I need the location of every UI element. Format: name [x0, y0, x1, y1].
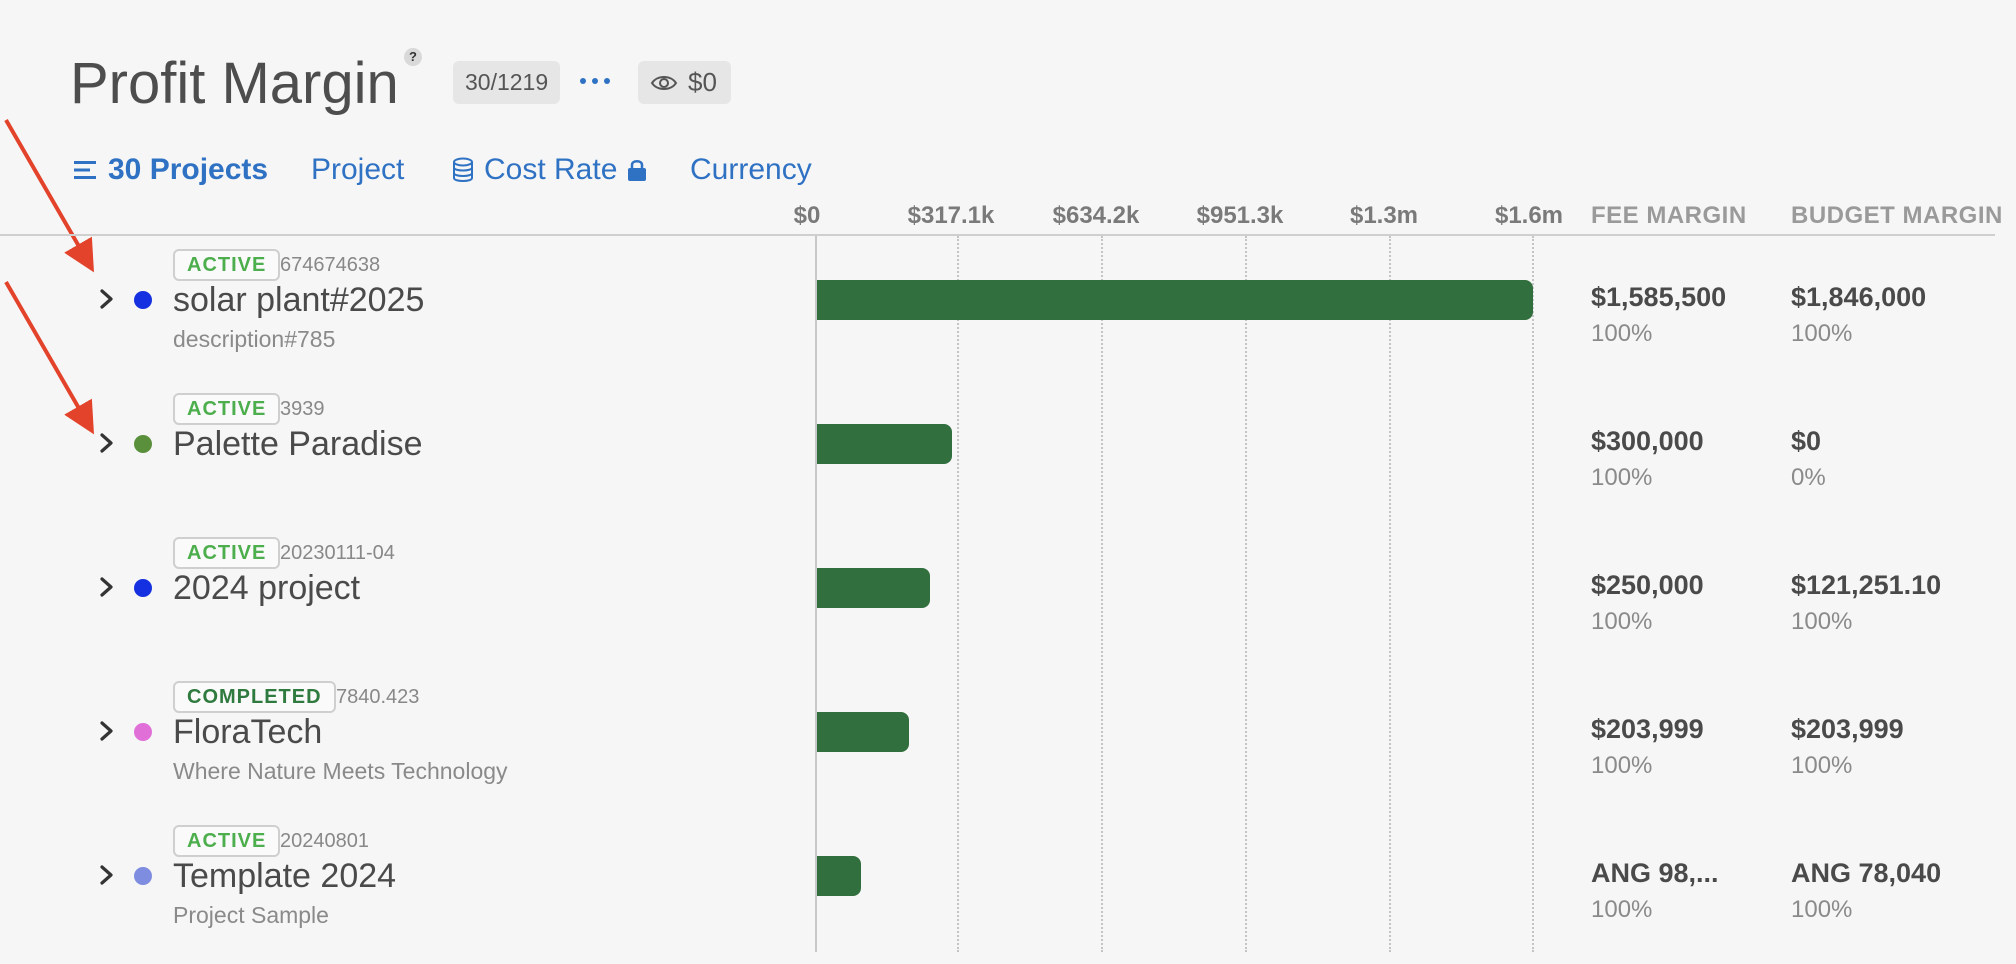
visibility-value: $0	[688, 67, 717, 97]
budget-margin-percent: 0%	[1791, 464, 1826, 491]
budget-margin-header[interactable]: BUDGET MARGIN	[1791, 202, 2003, 229]
fee-margin-bar	[817, 856, 862, 896]
project-code: 674674638	[280, 254, 381, 276]
project-color-dot	[134, 579, 152, 597]
x-tick-label: $1.3m	[1349, 202, 1419, 229]
more-icon[interactable]	[575, 66, 615, 96]
status-badge: ACTIVE	[173, 249, 281, 281]
status-badge: ACTIVE	[173, 825, 281, 857]
fee-margin-value: $300,000	[1591, 426, 1704, 456]
fee-margin-value: $250,000	[1591, 570, 1704, 600]
budget-margin-value: $1,846,000	[1791, 282, 1927, 312]
chevron-right-icon[interactable]	[96, 432, 118, 454]
fee-margin-header[interactable]: FEE MARGIN	[1591, 202, 1747, 229]
fee-margin-bar	[817, 712, 910, 752]
project-color-dot	[134, 435, 152, 453]
status-badge: ACTIVE	[173, 537, 281, 569]
project-row[interactable]: COMPLETED 7840.423 FloraTech Where Nature M…	[0, 676, 2016, 820]
list-icon	[74, 161, 96, 179]
project-color-dot	[134, 723, 152, 741]
gridline	[1532, 236, 1534, 952]
project-name[interactable]: FloraTech	[173, 713, 323, 751]
visibility-toggle[interactable]: $0	[638, 61, 731, 104]
projects-count-label: 30 Projects	[108, 153, 269, 186]
project-code: 7840.423	[336, 686, 420, 708]
budget-margin-percent: 100%	[1791, 608, 1853, 635]
page-title: Profit Margin	[70, 51, 399, 116]
project-code: 20240801	[280, 830, 369, 852]
fee-margin-percent: 100%	[1591, 464, 1653, 491]
x-tick-label: $951.3k	[1196, 202, 1284, 229]
project-code: 20230111-04	[280, 542, 395, 564]
fee-margin-value: $203,999	[1591, 714, 1704, 744]
project-row[interactable]: ACTIVE 20240801 Template 2024 Project Sampl…	[0, 820, 2016, 964]
budget-margin-percent: 100%	[1791, 752, 1853, 779]
fee-margin-bar	[817, 280, 1533, 320]
budget-margin-value: $0	[1791, 426, 1822, 456]
budget-margin-value: ANG 78,040	[1791, 858, 1942, 888]
axis-line	[0, 234, 1995, 236]
cost-rate-label: Cost Rate	[484, 153, 618, 186]
lock-icon	[628, 160, 647, 181]
chevron-right-icon[interactable]	[96, 576, 118, 598]
x-tick-label: $317.1k	[907, 202, 995, 229]
x-tick-label: $1.6m	[1494, 202, 1564, 229]
gridline	[957, 236, 959, 952]
fee-margin-value: ANG 98,...	[1591, 858, 1719, 888]
project-name[interactable]: Template 2024	[173, 857, 397, 895]
chevron-right-icon[interactable]	[96, 288, 118, 310]
status-badge: ACTIVE	[173, 393, 281, 425]
budget-margin-value: $121,251.10	[1791, 570, 1942, 600]
database-icon	[453, 157, 473, 182]
fee-margin-percent: 100%	[1591, 896, 1653, 923]
fee-margin-percent: 100%	[1591, 608, 1653, 635]
help-icon[interactable]: ?	[404, 48, 422, 66]
chevron-right-icon[interactable]	[96, 720, 118, 742]
cost-rate-filter[interactable]: Cost Rate	[452, 150, 647, 190]
chevron-right-icon[interactable]	[96, 864, 118, 886]
project-row[interactable]: ACTIVE 20230111-04 2024 project $250,000 100…	[0, 532, 2016, 676]
project-name[interactable]: solar plant#2025	[173, 281, 425, 319]
project-description: Where Nature Meets Technology	[173, 758, 508, 784]
project-row[interactable]: ACTIVE 674674638 solar plant#2025 descripti…	[0, 244, 2016, 388]
budget-margin-percent: 100%	[1791, 896, 1853, 923]
project-color-dot	[134, 867, 152, 885]
project-name[interactable]: 2024 project	[173, 569, 361, 607]
gridline	[1245, 236, 1247, 952]
project-code: 3939	[280, 398, 325, 420]
budget-margin-percent: 100%	[1791, 320, 1853, 347]
project-color-dot	[134, 291, 152, 309]
project-counter: 30/1219	[453, 61, 561, 104]
currency-filter[interactable]: Currency	[690, 150, 812, 190]
fee-margin-bar	[817, 424, 953, 464]
project-filter-label: Project	[311, 153, 405, 186]
status-badge: COMPLETED	[173, 681, 336, 713]
project-filter[interactable]: Project	[311, 150, 404, 190]
x-tick-label: $0	[793, 202, 821, 229]
fee-margin-bar	[817, 568, 930, 608]
budget-margin-value: $203,999	[1791, 714, 1904, 744]
project-name[interactable]: Palette Paradise	[173, 425, 423, 463]
project-description: Project Sample	[173, 902, 329, 928]
fee-margin-percent: 100%	[1591, 752, 1653, 779]
fee-margin-percent: 100%	[1591, 320, 1653, 347]
project-description: description#785	[173, 326, 336, 352]
fee-margin-value: $1,585,500	[1591, 282, 1727, 312]
chart-baseline	[815, 236, 817, 952]
gridline	[1101, 236, 1103, 952]
project-row[interactable]: ACTIVE 3939 Palette Paradise $300,000 100% $0…	[0, 388, 2016, 532]
currency-label: Currency	[690, 153, 812, 186]
x-tick-label: $634.2k	[1052, 202, 1140, 229]
annotation-arrow	[4, 118, 95, 273]
gridline	[1389, 236, 1391, 952]
eye-icon	[650, 75, 678, 90]
projects-count-button[interactable]: 30 Projects	[74, 150, 268, 190]
